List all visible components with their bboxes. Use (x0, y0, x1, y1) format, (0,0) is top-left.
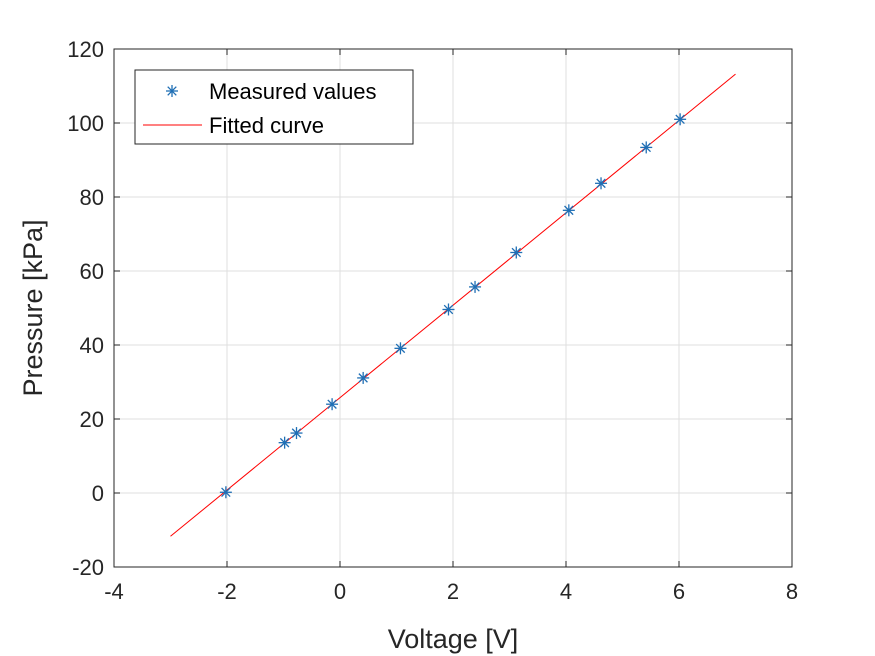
y-tick-label: -20 (72, 555, 104, 580)
measured-point (469, 280, 482, 293)
y-tick-label: 100 (67, 111, 104, 136)
legend-box (134, 69, 414, 145)
measured-point (562, 204, 575, 217)
measured-point (278, 436, 291, 449)
legend-marker-measured (166, 85, 178, 97)
y-tick-label: 40 (80, 333, 104, 358)
y-tick-label: 80 (80, 185, 104, 210)
x-axis-title: Voltage [V] (388, 624, 519, 654)
measured-point (357, 371, 370, 384)
legend-label-measured: Measured values (209, 79, 377, 104)
y-axis-title: Pressure [kPa] (18, 219, 48, 396)
x-tick-label: 4 (560, 579, 572, 604)
measured-point (674, 113, 687, 126)
x-tick-label: -4 (104, 579, 124, 604)
y-tick-label: 60 (80, 259, 104, 284)
measured-point (595, 177, 608, 190)
legend: Measured values Fitted curve (134, 69, 414, 145)
measured-point (640, 141, 653, 154)
x-tick-label: 8 (786, 579, 798, 604)
y-tick-label: 0 (92, 481, 104, 506)
measured-point (510, 246, 523, 259)
fitted-curve-line (170, 73, 736, 537)
measured-point (219, 486, 232, 499)
y-ticks: -20 0 20 40 60 80 100 120 (67, 37, 792, 580)
x-tick-label: -2 (217, 579, 237, 604)
points-layer (219, 113, 687, 499)
measured-point (326, 398, 339, 411)
x-ticks: -4 -2 0 2 4 6 8 (104, 49, 798, 604)
fit-layer (170, 73, 736, 537)
x-tick-label: 0 (334, 579, 346, 604)
legend-label-fitted: Fitted curve (209, 113, 324, 138)
y-tick-label: 20 (80, 407, 104, 432)
y-tick-label: 120 (67, 37, 104, 62)
x-tick-label: 6 (673, 579, 685, 604)
measured-point (394, 342, 407, 355)
grid (114, 49, 792, 567)
measured-point (290, 427, 303, 440)
x-tick-label: 2 (447, 579, 459, 604)
measured-point (442, 303, 455, 316)
